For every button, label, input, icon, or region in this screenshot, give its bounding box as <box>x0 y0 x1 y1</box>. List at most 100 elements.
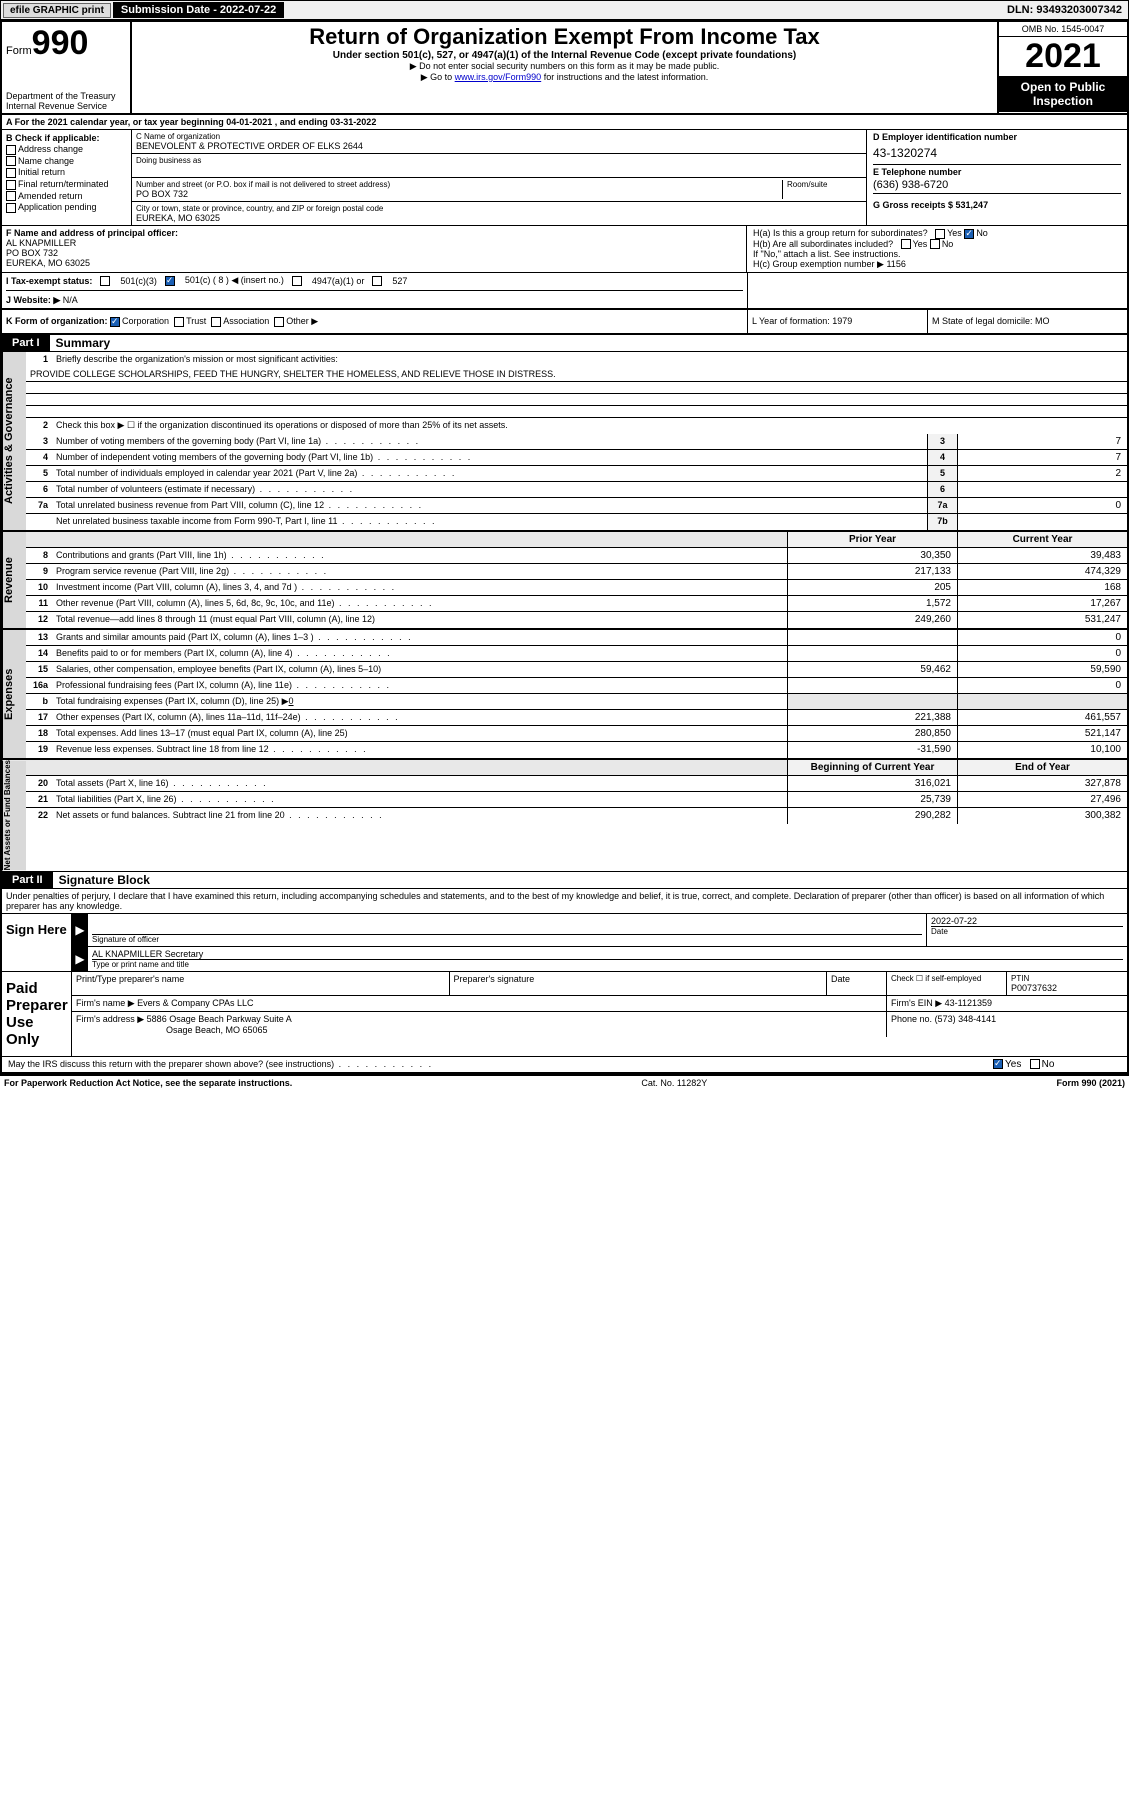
p15: 59,462 <box>787 662 957 677</box>
chk-discuss-no[interactable] <box>1030 1059 1040 1069</box>
chk-527[interactable] <box>372 276 382 286</box>
chk-name[interactable]: Name change <box>6 156 127 167</box>
irs: Internal Revenue Service <box>6 101 126 111</box>
box-b-title: B Check if applicable: <box>6 133 127 143</box>
l2-text: Check this box ▶ ☐ if the organization d… <box>52 418 1127 434</box>
p13 <box>787 630 957 645</box>
dba-label: Doing business as <box>136 156 862 165</box>
chk-4947[interactable] <box>292 276 302 286</box>
dba-row: Doing business as <box>132 154 866 178</box>
c17: 461,557 <box>957 710 1127 725</box>
chk-trust[interactable] <box>174 317 184 327</box>
topbar: efile GRAPHIC print Submission Date - 20… <box>0 0 1129 20</box>
chk-501c3[interactable] <box>100 276 110 286</box>
org-name: BENEVOLENT & PROTECTIVE ORDER OF ELKS 26… <box>136 141 862 151</box>
expenses-body: 13Grants and similar amounts paid (Part … <box>26 630 1127 758</box>
sig-officer-cell: Signature of officer <box>88 914 927 946</box>
l4-text: Number of independent voting members of … <box>52 450 927 465</box>
form-subtitle: Under section 501(c), 527, or 4947(a)(1)… <box>138 50 991 61</box>
c14: 0 <box>957 646 1127 661</box>
box-f: F Name and address of principal officer:… <box>2 226 747 272</box>
phone: (573) 348-4141 <box>935 1014 997 1024</box>
form-note1: ▶ Do not enter social security numbers o… <box>138 61 991 72</box>
chk-address[interactable]: Address change <box>6 144 127 155</box>
boy-hdr: Beginning of Current Year <box>787 760 957 775</box>
chk-final-label: Final return/terminated <box>18 179 109 189</box>
c9: 474,329 <box>957 564 1127 579</box>
box-c: C Name of organization BENEVOLENT & PROT… <box>132 130 867 225</box>
form-note2: ▶ Go to www.irs.gov/Form990 for instruct… <box>138 72 991 83</box>
tax-year: 2021 <box>999 37 1127 76</box>
chk-final[interactable]: Final return/terminated <box>6 179 127 190</box>
prior-year-hdr: Prior Year <box>787 532 957 547</box>
penalty-text: Under penalties of perjury, I declare th… <box>2 889 1127 913</box>
section-activities: Activities & Governance 1Briefly describ… <box>2 352 1127 532</box>
form-990: Form990 Department of the Treasury Inter… <box>0 20 1129 1076</box>
efile-btn[interactable]: efile GRAPHIC print <box>3 3 111 18</box>
row-fh: F Name and address of principal officer:… <box>2 226 1127 273</box>
part2-header: Part II Signature Block <box>2 872 1127 889</box>
line-m: M State of legal domicile: MO <box>927 310 1127 333</box>
sig-date-label: Date <box>931 926 1123 936</box>
mission-text: PROVIDE COLLEGE SCHOLARSHIPS, FEED THE H… <box>26 368 1127 382</box>
c19: 10,100 <box>957 742 1127 758</box>
line-i: I Tax-exempt status: 501(c)(3) 501(c) ( … <box>2 273 747 308</box>
p12: 249,260 <box>787 612 957 628</box>
discuss-text: May the IRS discuss this return with the… <box>2 1057 987 1072</box>
hc: H(c) Group exemption number ▶ 1156 <box>753 259 1121 270</box>
line-k: K Form of organization: Corporation Trus… <box>2 310 747 333</box>
form-header: Form990 Department of the Treasury Inter… <box>2 22 1127 115</box>
p20: 316,021 <box>787 776 957 791</box>
k-corp: Corporation <box>122 316 169 326</box>
header-mid: Return of Organization Exempt From Incom… <box>132 22 997 113</box>
c11: 17,267 <box>957 596 1127 611</box>
irs-link[interactable]: www.irs.gov/Form990 <box>455 72 542 82</box>
l14: Benefits paid to or for members (Part IX… <box>52 646 787 661</box>
ha-no: No <box>976 228 988 238</box>
sign-here-row: Sign Here ▶ Signature of officer 2022-07… <box>2 913 1127 971</box>
chk-501c[interactable] <box>165 276 175 286</box>
c8: 39,483 <box>957 548 1127 563</box>
chk-discuss-yes[interactable] <box>993 1059 1003 1069</box>
v6 <box>957 482 1127 497</box>
l22: Net assets or fund balances. Subtract li… <box>52 808 787 824</box>
p19: -31,590 <box>787 742 957 758</box>
chk-amended-label: Amended return <box>18 191 83 201</box>
v7b <box>957 514 1127 530</box>
j-val: N/A <box>63 295 78 305</box>
tel-label: E Telephone number <box>873 164 1121 177</box>
p8: 30,350 <box>787 548 957 563</box>
hb-yes: Yes <box>913 239 928 249</box>
firm-ein-label: Firm's EIN ▶ <box>891 998 942 1008</box>
l16b: Total fundraising expenses (Part IX, col… <box>52 694 787 709</box>
c18: 521,147 <box>957 726 1127 741</box>
p10: 205 <box>787 580 957 595</box>
l9: Program service revenue (Part VIII, line… <box>52 564 787 579</box>
sig-date: 2022-07-22 <box>931 916 1123 926</box>
name-title: AL KNAPMILLER Secretary <box>92 949 1123 959</box>
l1-text: Briefly describe the organization's miss… <box>52 352 1127 368</box>
ptin-label: PTIN <box>1011 974 1123 983</box>
c22: 300,382 <box>957 808 1127 824</box>
footer: For Paperwork Reduction Act Notice, see … <box>0 1076 1129 1090</box>
submission-date: Submission Date - 2022-07-22 <box>113 2 284 18</box>
j-label: J Website: ▶ <box>6 295 60 305</box>
activities-body: 1Briefly describe the organization's mis… <box>26 352 1127 530</box>
chk-pending[interactable]: Application pending <box>6 202 127 213</box>
section-net-assets: Net Assets or Fund Balances Beginning of… <box>2 760 1127 871</box>
l21: Total liabilities (Part X, line 26) <box>52 792 787 807</box>
note2-post: for instructions and the latest informat… <box>541 72 708 82</box>
section-expenses: Expenses 13Grants and similar amounts pa… <box>2 630 1127 760</box>
chk-assoc[interactable] <box>211 317 221 327</box>
header-left: Form990 Department of the Treasury Inter… <box>2 22 132 113</box>
chk-corp[interactable] <box>110 317 120 327</box>
chk-amended[interactable]: Amended return <box>6 191 127 202</box>
discuss-yn: Yes No <box>987 1057 1127 1072</box>
discuss-yes: Yes <box>1005 1059 1021 1070</box>
officer-name: AL KNAPMILLER <box>6 238 742 248</box>
chk-initial[interactable]: Initial return <box>6 167 127 178</box>
chk-other[interactable] <box>274 317 284 327</box>
firm-ein-cell: Firm's EIN ▶ 43-1121359 <box>887 996 1127 1011</box>
paid-preparer-body: Print/Type preparer's name Preparer's si… <box>72 972 1127 1056</box>
l19: Revenue less expenses. Subtract line 18 … <box>52 742 787 758</box>
